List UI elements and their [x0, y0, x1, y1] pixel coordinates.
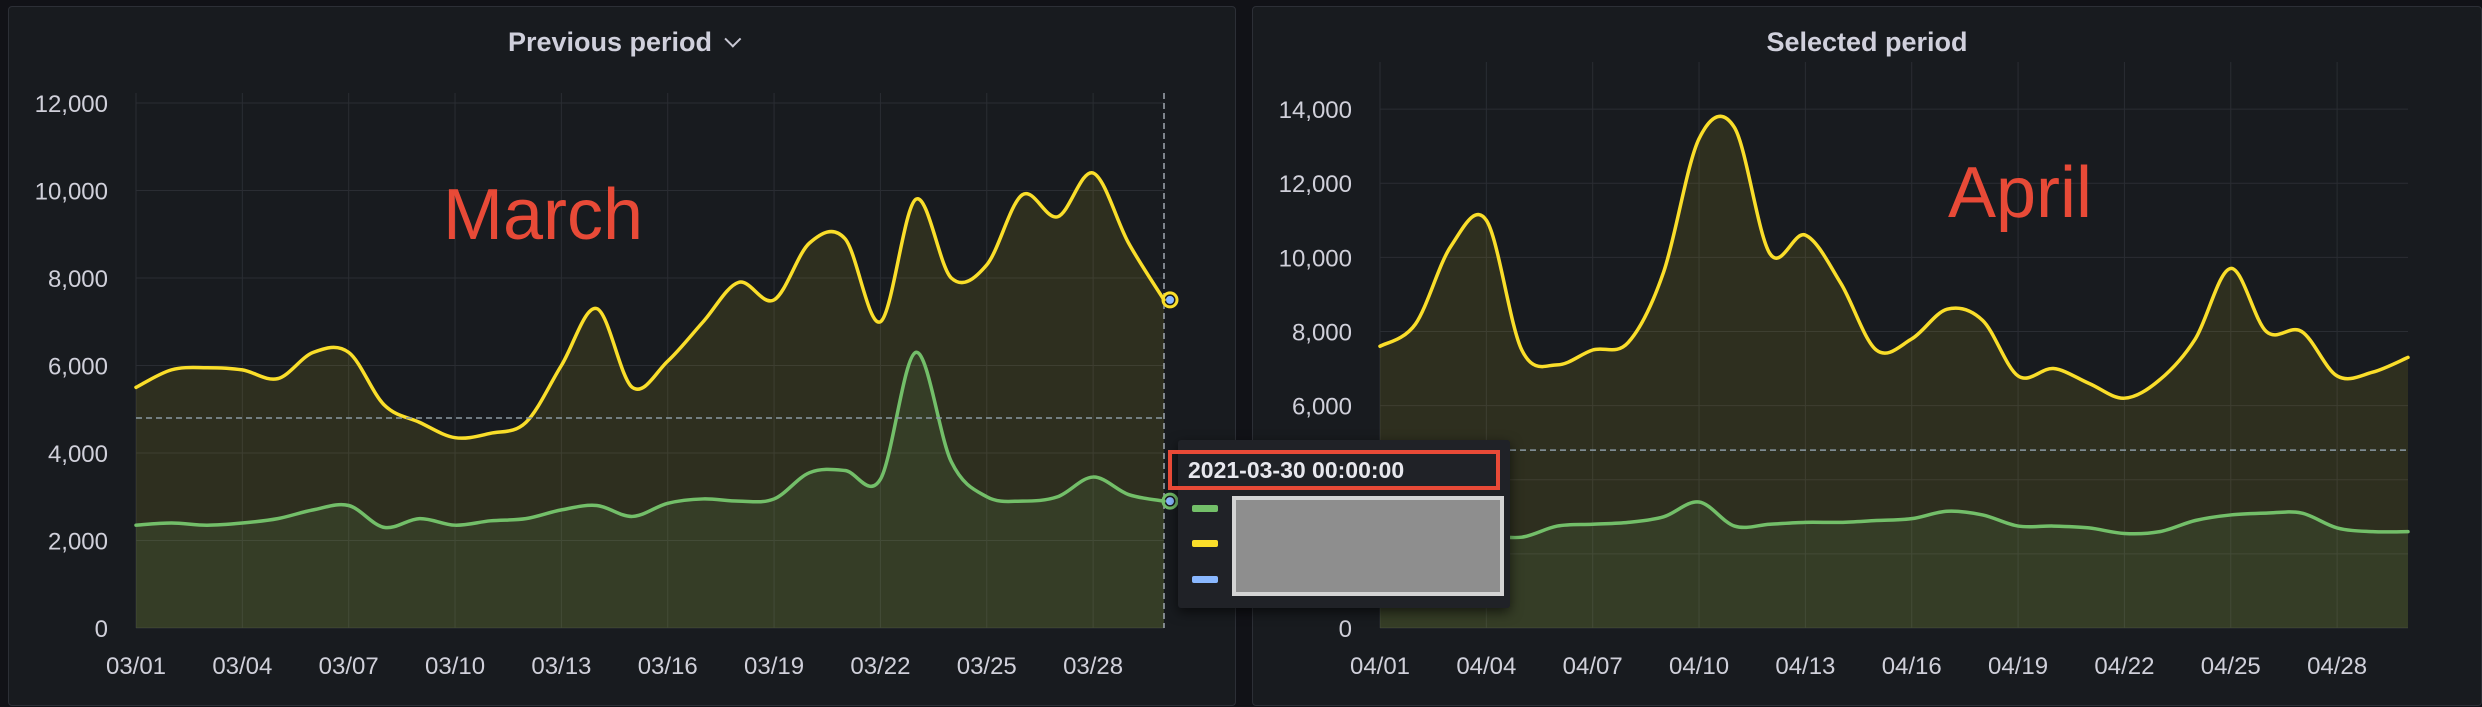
x-tick-label: 04/25 [2201, 653, 2261, 680]
x-tick-label: 04/19 [1988, 653, 2048, 680]
panel-title: Selected period [1766, 26, 1968, 57]
x-tick-label: 04/16 [1882, 653, 1942, 680]
x-tick-label: 03/19 [744, 653, 804, 680]
x-tick-label: 04/22 [2094, 653, 2154, 680]
series-line [1378, 500, 2410, 540]
x-tick-label: 03/07 [319, 653, 379, 680]
series-line [1378, 114, 2410, 400]
series-color-swatch [1192, 505, 1218, 512]
panel-title: Previous period [507, 26, 713, 57]
previous-period-chart[interactable]: 0 2,000 4,000 6,000 8,000 10,000 12,000 03/01 03… [9, 7, 1237, 707]
series-line [134, 350, 1166, 530]
x-tick-label: 04/01 [1350, 653, 1410, 680]
x-tick-label: 04/04 [1456, 653, 1516, 680]
x-tick-label: 03/10 [425, 653, 485, 680]
series-area [136, 172, 1164, 628]
selected-period-chart[interactable]: 02,0004,0006,0008,00010,00012,00014,0000… [1253, 7, 2482, 707]
x-tick-label: 04/28 [2307, 653, 2367, 680]
x-tick-label: 03/13 [531, 653, 591, 680]
hover-point-center [1166, 497, 1174, 506]
y-tick-label: 12,000 [35, 91, 108, 118]
x-tick-label: 03/25 [957, 653, 1017, 680]
x-tick-label: 04/10 [1669, 653, 1729, 680]
y-tick-label: 8,000 [48, 266, 108, 293]
y-tick-label: 6,000 [1292, 394, 1352, 421]
hover-point [1161, 492, 1179, 510]
redacted-values-box [1232, 496, 1504, 596]
x-tick-label: 04/07 [1563, 653, 1623, 680]
panel-header[interactable]: Previous period [9, 7, 1235, 77]
hover-point [1161, 291, 1179, 309]
series-line [134, 171, 1166, 440]
chart-annotation: March [443, 175, 643, 255]
hover-point-center [1166, 295, 1174, 304]
y-tick-label: 12,000 [1279, 171, 1352, 198]
x-tick-label: 04/13 [1775, 653, 1835, 680]
series-area [1380, 116, 2408, 629]
y-tick-label: 14,000 [1279, 97, 1352, 124]
x-tick-label: 03/28 [1063, 653, 1123, 680]
y-tick-label: 10,000 [1279, 245, 1352, 272]
series-color-swatch [1192, 540, 1218, 547]
y-tick-label: 2,000 [48, 529, 108, 556]
y-tick-label: 8,000 [1292, 319, 1352, 346]
previous-period-panel: Previous period 0 2,000 4,000 6,000 8,000 10,… [8, 6, 1236, 706]
x-tick-label: 03/16 [638, 653, 698, 680]
series-color-swatch [1192, 576, 1218, 583]
x-tick-label: 03/22 [850, 653, 910, 680]
chart-tooltip: 2021-03-30 00:00:00 [1168, 440, 1510, 608]
x-tick-label: 03/04 [212, 653, 272, 680]
y-tick-label: 10,000 [35, 179, 108, 206]
tooltip-time: 2021-03-30 00:00:00 [1168, 450, 1500, 490]
x-tick-label: 03/01 [106, 653, 166, 680]
chart-annotation: April [1948, 153, 2092, 233]
y-tick-label: 0 [95, 616, 108, 643]
panel-header: Selected period [1253, 7, 2481, 77]
series-area [136, 352, 1164, 628]
y-tick-label: 4,000 [48, 441, 108, 468]
y-tick-label: 0 [1339, 616, 1352, 643]
y-tick-label: 6,000 [48, 354, 108, 381]
